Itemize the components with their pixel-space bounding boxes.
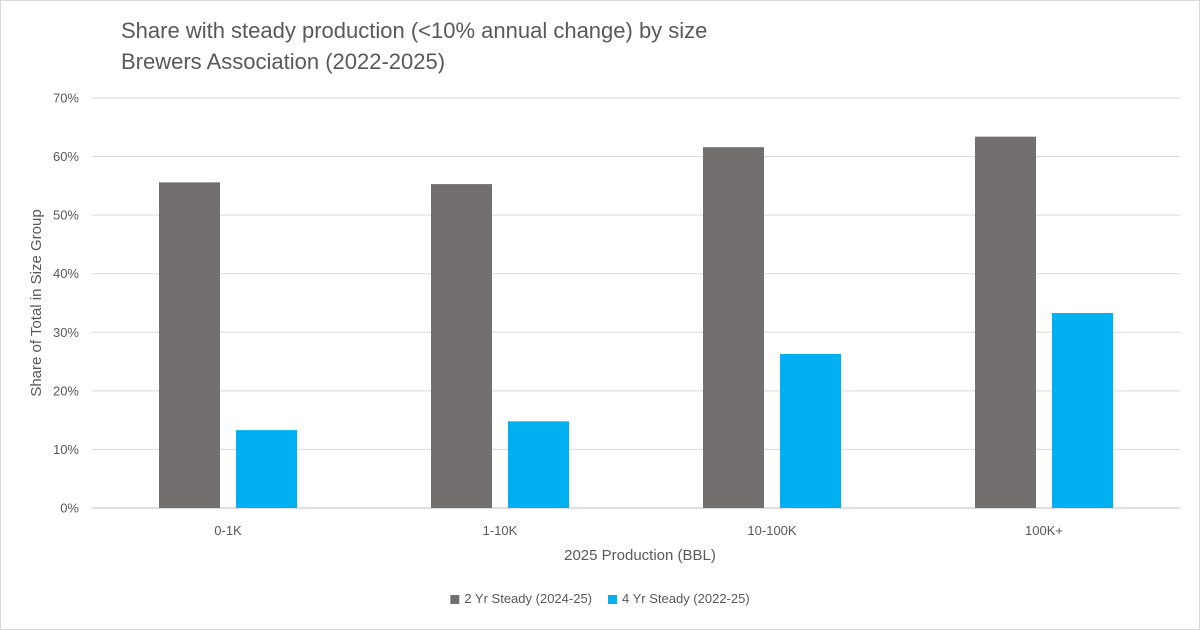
x-tick-label: 1-10K (483, 523, 518, 538)
x-tick-labels: 0-1K 1-10K 10-100K 100K+ (214, 523, 1063, 538)
chart-title-block: Share with steady production (<10% annua… (121, 15, 707, 77)
y-tick-label: 10% (53, 442, 79, 457)
x-axis-title: 2025 Production (BBL) (564, 547, 716, 564)
x-tick-label: 100K+ (1025, 523, 1063, 538)
y-tick-label: 0% (60, 501, 79, 516)
legend-label: 4 Yr Steady (2022-25) (622, 591, 750, 606)
legend-label: 2 Yr Steady (2024-25) (464, 591, 592, 606)
y-tick-label: 50% (53, 208, 79, 223)
bar (780, 353, 841, 508)
legend-item: 2 Yr Steady (2024-25) (450, 591, 592, 606)
bar (159, 182, 220, 509)
y-tick-label: 70% (53, 91, 79, 106)
bar (703, 147, 764, 508)
bars (159, 136, 1113, 509)
y-tick-label: 30% (53, 325, 79, 340)
y-tick-label: 60% (53, 149, 79, 164)
legend-swatch (608, 595, 617, 604)
y-tick-label: 20% (53, 383, 79, 398)
chart-subtitle: Brewers Association (2022-2025) (121, 49, 446, 74)
bar (508, 421, 569, 508)
y-axis-title: Share of Total in Size Group (28, 209, 45, 396)
legend-item: 4 Yr Steady (2022-25) (608, 591, 750, 606)
legend: 2 Yr Steady (2024-25) 4 Yr Steady (2022-2… (450, 591, 750, 606)
legend-swatch (450, 595, 460, 604)
chart-title: Share with steady production (<10% annua… (121, 18, 708, 43)
bar (975, 136, 1036, 508)
x-tick-label: 0-1K (214, 523, 242, 538)
bar (1052, 312, 1113, 508)
x-tick-label: 10-100K (747, 523, 796, 538)
y-tick-label: 40% (53, 266, 79, 281)
y-tick-labels: 0% 10% 20% 30% 40% 50% 60% 70% (53, 91, 79, 516)
bar (431, 184, 492, 508)
bar (236, 430, 297, 508)
